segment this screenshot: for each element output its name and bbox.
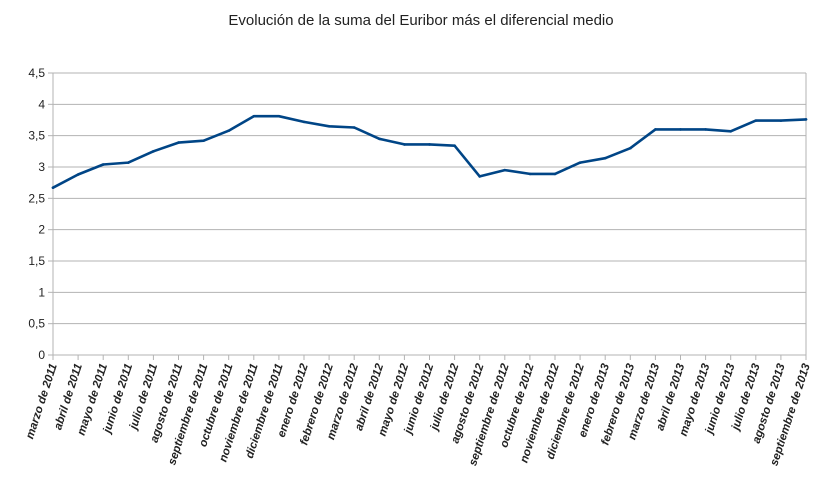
data-point xyxy=(528,172,532,176)
data-point xyxy=(553,172,557,176)
y-tick-label: 4 xyxy=(38,97,45,111)
series-group xyxy=(51,114,808,189)
series-line xyxy=(51,114,808,189)
data-point xyxy=(202,139,205,142)
data-point xyxy=(754,119,758,122)
grid-lines xyxy=(53,72,806,325)
data-point xyxy=(352,126,356,129)
data-point xyxy=(302,120,306,124)
data-point xyxy=(603,156,607,160)
data-point xyxy=(654,128,657,131)
data-point xyxy=(378,137,381,141)
y-tick-label: 4,5 xyxy=(28,66,45,80)
data-point xyxy=(503,168,507,172)
data-point xyxy=(51,186,55,189)
data-point xyxy=(252,114,256,118)
data-point xyxy=(704,128,707,131)
y-tick-label: 0 xyxy=(38,348,45,362)
data-point xyxy=(403,143,406,146)
data-point xyxy=(101,163,105,166)
data-point xyxy=(629,146,632,150)
data-point xyxy=(679,128,682,131)
y-tick-label: 1,5 xyxy=(28,254,45,268)
data-point xyxy=(478,175,482,178)
data-point xyxy=(578,161,582,164)
data-point xyxy=(152,150,155,153)
data-point xyxy=(428,143,431,146)
chart-title: Evolución de la suma del Euribor más el … xyxy=(228,12,613,29)
y-tick-label: 0,5 xyxy=(28,317,45,331)
y-tick-label: 2 xyxy=(38,223,45,237)
data-point xyxy=(729,129,732,133)
data-point xyxy=(227,129,230,132)
y-tick-label: 2,5 xyxy=(28,191,45,205)
data-point xyxy=(76,173,80,176)
data-point xyxy=(177,141,180,144)
data-point xyxy=(127,161,130,164)
y-tick-label: 3 xyxy=(38,160,45,174)
data-point xyxy=(453,144,456,147)
data-point xyxy=(277,114,281,118)
data-point xyxy=(804,118,808,121)
data-point xyxy=(327,124,331,128)
y-axis-ticks: 0 0,5 1 1,5 2 2,5 3 3,5 4 4,5 xyxy=(28,66,53,362)
y-tick-label: 1 xyxy=(38,285,45,299)
axes xyxy=(52,73,807,356)
y-tick-label: 3,5 xyxy=(28,129,45,143)
data-point xyxy=(779,119,783,122)
